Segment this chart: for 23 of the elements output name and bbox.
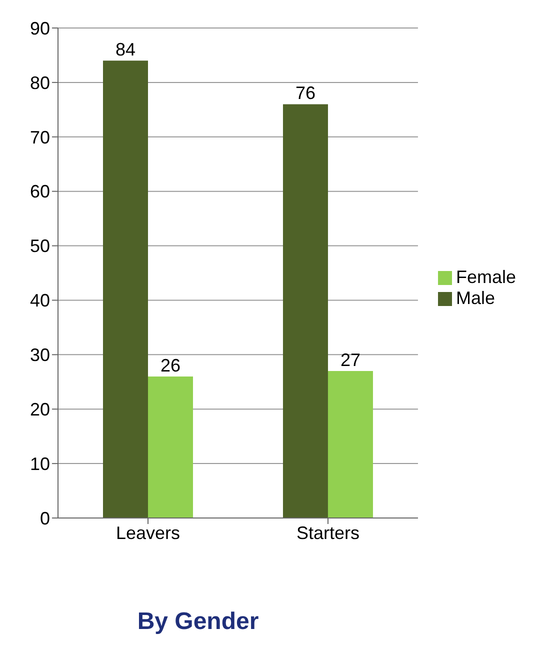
y-tick-label: 30 [30,345,50,366]
y-tick-label: 70 [30,127,50,148]
legend-label: Male [456,288,495,308]
legend-label: Female [456,267,516,287]
data-label: 76 [295,83,316,104]
y-tick-label: 0 [40,508,50,528]
bar [282,104,328,518]
y-tick-label: 10 [30,454,50,474]
bar [328,371,373,518]
y-tick-label: 40 [30,290,50,311]
y-tick-label: 90 [30,18,50,38]
bar [148,376,193,518]
x-tick-label: Leavers [116,522,180,543]
y-tick-label: 60 [30,182,50,202]
y-tick-label: 80 [30,72,50,93]
data-label: 27 [340,350,360,370]
bar [102,60,148,518]
text: By Gender [136,608,260,636]
data-label: 26 [160,355,181,376]
y-tick-label: 20 [30,400,50,420]
data-label: 84 [115,40,136,60]
y-tick-label: 50 [30,236,50,256]
x-tick-label: Starters [296,522,360,543]
